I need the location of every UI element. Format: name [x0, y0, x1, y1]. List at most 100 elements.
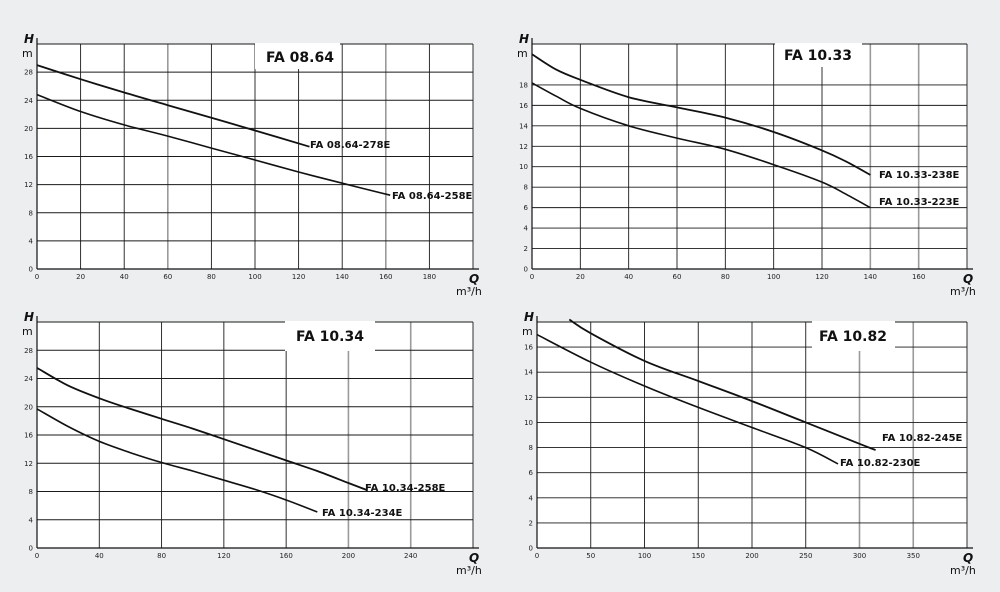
x-tick-label: 0 [530, 273, 534, 281]
x-tick-label: 350 [907, 552, 920, 560]
x-tick-label: 300 [853, 552, 866, 560]
x-tick-label: 240 [404, 552, 417, 560]
x-tick-label: 50 [586, 552, 595, 560]
x-axis-symbol: Q [963, 272, 973, 286]
y-tick-label: 16 [519, 102, 528, 110]
y-tick-label: 20 [24, 403, 33, 411]
y-axis-unit: m [522, 325, 533, 338]
x-axis-symbol: Q [963, 551, 973, 565]
y-tick-label: 12 [519, 143, 528, 151]
y-tick-label: 16 [24, 153, 33, 161]
series-label: FA 10.34-258E [365, 483, 446, 494]
y-axis-symbol: H [524, 310, 534, 324]
y-tick-label: 2 [529, 519, 533, 527]
series-line [36, 93, 391, 196]
y-tick-label: 28 [24, 69, 33, 77]
y-tick-label: 0 [29, 545, 33, 553]
chart-4: 0 50 100 150 200 250 300 350 0 2 4 6 8 10 12 14 16 Hm Qm³/… [522, 310, 976, 577]
y-tick-label: 4 [29, 237, 34, 245]
series-label: FA 08.64-258E [392, 191, 473, 202]
y-tick-label: 14 [519, 122, 528, 130]
series-line [36, 408, 318, 513]
y-tick-label: 0 [529, 545, 533, 553]
x-tick-label: 60 [673, 273, 682, 281]
y-tick-label: 8 [529, 444, 533, 452]
y-tick-label: 8 [29, 209, 33, 217]
chart-1: 0 20 40 60 80 100 120 140 160 180 0 4 8 12 16 20 24 28 Hm Q… [22, 32, 482, 298]
x-tick-label: 100 [638, 552, 651, 560]
y-axis-symbol: H [24, 310, 34, 324]
x-tick-label: 40 [120, 273, 129, 281]
y-tick-label: 12 [24, 460, 33, 468]
y-tick-label: 14 [524, 369, 533, 377]
series-line [36, 64, 310, 148]
y-axis-symbol: H [519, 32, 529, 46]
x-tick-label: 180 [423, 273, 436, 281]
y-axis-unit: m [22, 47, 33, 60]
series-label: FA 10.82-230E [840, 458, 921, 469]
x-tick-label: 120 [815, 273, 828, 281]
y-tick-label: 8 [524, 184, 528, 192]
chart-title: FA 10.82 [819, 329, 887, 345]
x-axis-symbol: Q [469, 272, 479, 286]
x-tick-label: 20 [76, 273, 85, 281]
chart-title: FA 08.64 [266, 50, 334, 66]
x-tick-label: 80 [157, 552, 166, 560]
y-tick-label: 12 [24, 181, 33, 189]
x-tick-label: 160 [379, 273, 392, 281]
x-tick-label: 0 [35, 552, 39, 560]
x-tick-label: 80 [721, 273, 730, 281]
x-tick-label: 40 [95, 552, 104, 560]
x-tick-label: 0 [535, 552, 539, 560]
series-line [36, 367, 368, 491]
series-label: FA 10.33-223E [879, 197, 960, 208]
y-tick-label: 18 [519, 81, 528, 89]
x-tick-label: 60 [163, 273, 172, 281]
series-line [531, 82, 871, 209]
title-box [775, 43, 862, 67]
y-tick-label: 10 [519, 163, 528, 171]
y-tick-label: 12 [524, 394, 533, 402]
y-tick-label: 0 [29, 266, 33, 274]
y-tick-label: 8 [29, 488, 33, 496]
y-axis-unit: m [22, 325, 33, 338]
y-tick-label: 2 [524, 245, 528, 253]
x-tick-label: 150 [692, 552, 705, 560]
title-box [812, 321, 895, 351]
y-tick-label: 0 [524, 266, 528, 274]
x-tick-label: 200 [745, 552, 758, 560]
y-tick-label: 24 [24, 375, 33, 383]
x-axis-unit: m³/h [950, 285, 976, 298]
x-tick-label: 160 [279, 552, 292, 560]
x-tick-label: 200 [342, 552, 355, 560]
x-axis-unit: m³/h [456, 564, 482, 577]
x-tick-label: 80 [207, 273, 216, 281]
y-tick-label: 6 [529, 469, 534, 477]
x-tick-label: 120 [217, 552, 230, 560]
series-label: FA 10.33-238E [879, 170, 960, 181]
y-axis-symbol: H [24, 32, 34, 46]
y-tick-label: 16 [24, 432, 33, 440]
y-tick-label: 28 [24, 347, 33, 355]
y-tick-label: 16 [524, 344, 533, 352]
x-axis-unit: m³/h [456, 285, 482, 298]
x-tick-label: 140 [864, 273, 877, 281]
x-tick-label: 40 [624, 273, 633, 281]
x-tick-label: 0 [35, 273, 39, 281]
x-tick-label: 20 [576, 273, 585, 281]
y-tick-label: 6 [524, 204, 529, 212]
x-axis-unit: m³/h [950, 564, 976, 577]
x-tick-label: 120 [292, 273, 305, 281]
x-tick-label: 140 [336, 273, 349, 281]
y-tick-label: 4 [524, 225, 529, 233]
title-box [255, 43, 340, 69]
x-axis-symbol: Q [469, 551, 479, 565]
x-tick-label: 160 [912, 273, 925, 281]
chart-title: FA 10.33 [784, 48, 852, 64]
y-tick-label: 4 [529, 494, 534, 502]
chart-2: 0 20 40 60 80 100 120 140 160 0 2 4 6 8 10 12 14 16 18 Hm Qm… [517, 32, 976, 298]
x-tick-label: 100 [767, 273, 780, 281]
series-line [568, 318, 876, 451]
title-box [285, 321, 375, 351]
